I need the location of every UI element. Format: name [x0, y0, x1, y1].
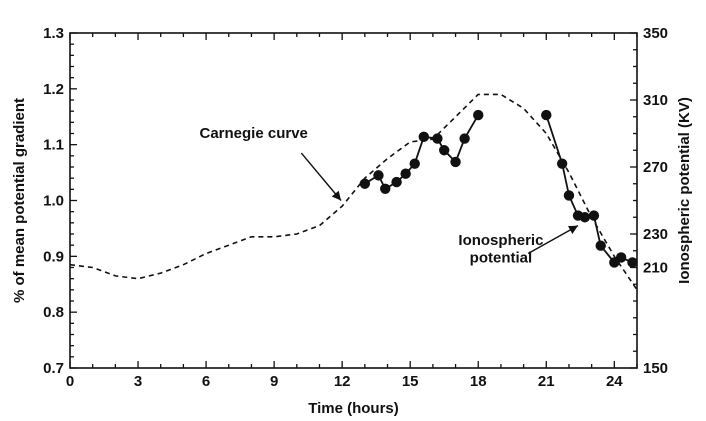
- y-axis-right-title: Ionospheric potential (KV): [676, 97, 693, 284]
- x-tick-label: 9: [270, 373, 278, 390]
- ionospheric-potential-point: [359, 178, 371, 189]
- ionospheric-potential-point: [400, 168, 411, 179]
- axes-layer: 0 3 6 9 12 15 18 21 24 0.7 0.8 0.9 1.0 1.1 1.2 1.3 150 21…: [43, 25, 668, 390]
- y-axis-title: % of mean potential gradient: [11, 98, 28, 303]
- ionospheric-potential-point: [588, 210, 600, 221]
- annotation-line: Ionospheric: [458, 232, 543, 249]
- x-tick-label: 0: [66, 373, 74, 390]
- x-tick-label: 21: [538, 373, 555, 390]
- y-tick-label-left: 1.1: [43, 137, 64, 154]
- ionospheric-potential-point: [439, 145, 450, 156]
- ionospheric-potential-arrow-head: [567, 225, 579, 234]
- y-tick-label-right: 310: [643, 92, 668, 109]
- ionospheric-potential-point: [563, 190, 575, 201]
- y-tick-label-left: 0.8: [43, 304, 64, 321]
- data-layer: [69, 93, 638, 291]
- y-tick-label-left: 1.2: [43, 81, 64, 98]
- y-tick-label-right: 210: [643, 260, 668, 277]
- ionospheric-potential-point: [579, 212, 591, 223]
- y-tick-label-right: 350: [643, 25, 668, 42]
- carnegie-curve-arrow: [300, 152, 342, 201]
- carnegie-curve-arrow-head: [331, 190, 342, 201]
- x-axis-title: Time (hours): [308, 400, 399, 417]
- ionospheric-potential-point: [556, 158, 568, 169]
- carnegie-curve-line: [69, 93, 638, 291]
- y-tick-label-right: 150: [643, 360, 668, 377]
- x-tick-label: 12: [334, 373, 351, 390]
- x-tick-label: 6: [202, 373, 210, 390]
- ionospheric-potential-annotation: Ionospheric potential: [458, 232, 543, 266]
- ionospheric-potential-point: [373, 170, 384, 181]
- ionospheric-potential-point: [380, 183, 391, 194]
- ionospheric-potential-point: [627, 257, 638, 268]
- plot-frame: [69, 32, 638, 369]
- y-tick-label-left: 1.0: [43, 193, 64, 210]
- x-tick-label: 3: [134, 373, 142, 390]
- y-tick-label-right: 230: [643, 226, 668, 243]
- ionospheric-potential-point: [391, 176, 402, 188]
- ionospheric-potential-point: [409, 158, 420, 169]
- ionospheric-potential-arrow: [527, 225, 579, 255]
- carnegie-curve-annotation: Carnegie curve: [200, 125, 308, 142]
- ionospheric-potential-point: [450, 156, 461, 168]
- ionospheric-potential-line: [545, 114, 633, 264]
- ionospheric-potential-point: [418, 131, 430, 143]
- ionospheric-potential-point: [432, 133, 443, 144]
- ionospheric-potential-point: [541, 109, 552, 121]
- ionospheric-potential-point: [615, 252, 627, 263]
- annotation-line: potential: [470, 249, 533, 266]
- y-tick-label-left: 0.7: [43, 360, 64, 377]
- x-tick-label: 18: [470, 373, 487, 390]
- x-tick-label: 24: [606, 373, 623, 390]
- ionospheric-potential-point: [473, 109, 484, 121]
- y-tick-label-left: 1.3: [43, 25, 64, 42]
- ionospheric-potential-point: [595, 240, 606, 251]
- y-tick-label-left: 0.9: [43, 248, 64, 265]
- x-tick-label: 15: [402, 373, 419, 390]
- ionospheric-potential-point: [459, 133, 470, 144]
- y-tick-label-right: 270: [643, 159, 668, 176]
